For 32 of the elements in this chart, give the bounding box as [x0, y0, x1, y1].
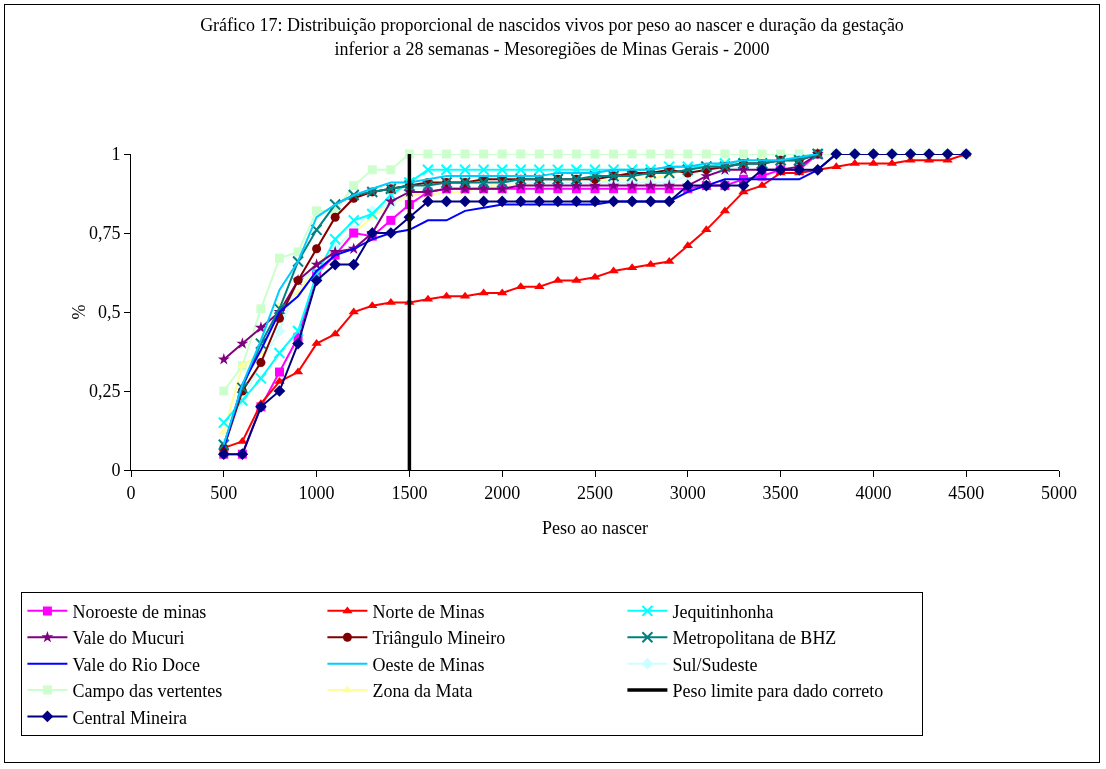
x-tick-label: 3500: [762, 482, 799, 503]
legend-label: Noroeste de minas: [72, 601, 207, 622]
x-tick-label: 1000: [298, 482, 335, 503]
legend-label: Zona da Mata: [372, 681, 473, 702]
x-tick-label: 1500: [391, 482, 428, 503]
x-tick-label: 4000: [855, 482, 892, 503]
chart-title: Gráfico 17: Distribuição proporcional de nascidos vivos por peso ao nascer e duração da gestação inferior a 28 semanas - Mesoregiões de Minas Gerais - 2000: [200, 15, 904, 59]
y-tick-label: 1: [111, 144, 121, 165]
y-tick-label: 0,25: [88, 381, 121, 402]
x-tick-label: 2000: [484, 482, 521, 503]
x-tick-label: 500: [210, 482, 238, 503]
legend-label: Triângulo Mineiro: [372, 628, 506, 649]
y-tick-label: 0: [111, 460, 121, 481]
legend-label: Campo das vertentes: [72, 681, 223, 702]
legend-label: Oeste de Minas: [372, 654, 485, 675]
legend-label: Peso limite para dado correto: [672, 681, 884, 702]
x-tick-label: 3000: [669, 482, 706, 503]
legend-label: Vale do Mucuri: [72, 628, 185, 649]
legend-label: Vale do Rio Doce: [72, 654, 200, 675]
y-tick-label: 0,75: [88, 223, 121, 244]
x-tick-label: 0: [126, 482, 136, 503]
legend-label: Metropolitana de BHZ: [672, 628, 837, 649]
legend-label: Norte de Minas: [372, 601, 485, 622]
x-tick-label: 5000: [1041, 482, 1077, 503]
legend-label: Central Mineira: [72, 707, 187, 728]
legend-label: Jequitinhonha: [672, 601, 774, 622]
x-axis-title: Peso ao nascer: [542, 518, 648, 538]
x-tick-label: 4500: [948, 482, 985, 503]
y-axis-title: %: [69, 304, 89, 320]
x-tick-label: 2500: [577, 482, 613, 503]
y-tick-label: 0,5: [97, 302, 121, 323]
legend-label: Sul/Sudeste: [672, 654, 758, 675]
